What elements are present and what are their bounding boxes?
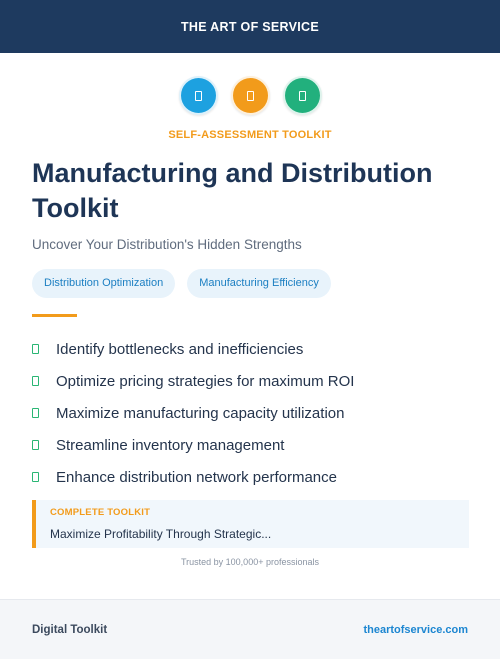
trust-note: Trusted by 100,000+ professionals	[180, 557, 319, 567]
tag-distribution-optimization[interactable]: Distribution Optimization	[32, 269, 176, 298]
check-icon	[32, 472, 39, 482]
benefit-item: Optimize pricing strategies for maximum …	[32, 365, 354, 397]
website-link[interactable]: theartofservice.com	[363, 623, 468, 636]
document-glyph-icon	[194, 90, 202, 101]
benefit-item: Streamline inventory management	[32, 429, 354, 461]
checklist-icon	[282, 76, 322, 115]
check-icon	[32, 344, 39, 354]
benefit-list: Identify bottlenecks and inefficiencies …	[32, 333, 354, 493]
benefit-item: Identify bottlenecks and inefficiencies	[32, 333, 354, 365]
brand-name: THE ART OF SERVICE	[180, 19, 320, 34]
page-title: Manufacturing and Distribution Toolkit	[32, 158, 433, 223]
header-bar: THE ART OF SERVICE	[0, 0, 500, 53]
document-icon	[178, 76, 218, 115]
benefit-text: Identify bottlenecks and inefficiencies	[56, 340, 304, 358]
icon-row	[0, 76, 500, 115]
benefit-text: Optimize pricing strategies for maximum …	[56, 372, 355, 390]
toolkit-callout[interactable]: COMPLETE TOOLKIT Maximize Profitability …	[32, 500, 469, 548]
benefit-text: Maximize manufacturing capacity utilizat…	[56, 404, 345, 422]
benefit-item: Maximize manufacturing capacity utilizat…	[32, 397, 354, 429]
callout-label: COMPLETE TOOLKIT	[50, 507, 151, 518]
tag-list: Distribution Optimization Manufacturing …	[32, 269, 331, 298]
benefit-item: Enhance distribution network performance	[32, 461, 354, 493]
checklist-glyph-icon	[298, 90, 306, 101]
subtitle: Uncover Your Distribution's Hidden Stren…	[32, 237, 302, 252]
footer-label: Digital Toolkit	[32, 623, 108, 636]
clipboard-glyph-icon	[246, 90, 254, 101]
kicker-label: SELF-ASSESSMENT TOOLKIT	[168, 129, 332, 141]
benefit-text: Enhance distribution network performance	[56, 468, 337, 486]
tag-manufacturing-efficiency[interactable]: Manufacturing Efficiency	[187, 269, 331, 298]
check-icon	[32, 440, 39, 450]
callout-text: Maximize Profitability Through Strategic…	[50, 527, 272, 541]
footer-bar: Digital Toolkit theartofservice.com	[0, 599, 500, 659]
accent-divider	[32, 314, 77, 317]
check-icon	[32, 376, 39, 386]
clipboard-icon	[230, 76, 270, 115]
benefit-text: Streamline inventory management	[56, 436, 285, 454]
check-icon	[32, 408, 39, 418]
